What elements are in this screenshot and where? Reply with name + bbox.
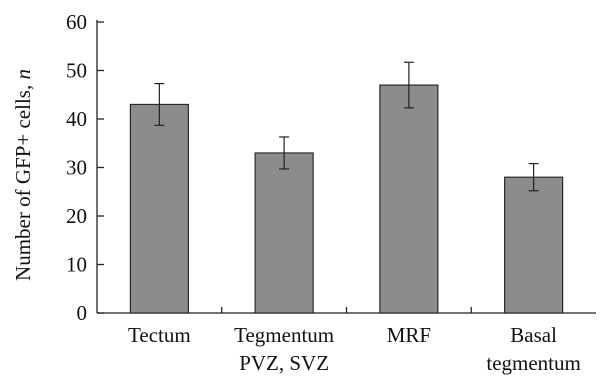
x-tick-label-line: Tectum — [128, 323, 191, 347]
bar — [504, 176, 564, 314]
y-tick-label: 50 — [66, 59, 87, 83]
x-tick-label: Tectum — [128, 323, 191, 347]
x-tick-label-line: PVZ, SVZ — [239, 351, 329, 375]
x-tick-label-line: tegmentum — [486, 351, 580, 375]
y-tick-label: 10 — [66, 253, 87, 277]
x-tick-label-line: MRF — [387, 323, 431, 347]
x-tick-label-line: Basal — [510, 323, 557, 347]
x-tick-label: MRF — [387, 323, 431, 347]
y-tick-label: 30 — [66, 156, 87, 180]
x-tick-label: Basal tegmentum — [486, 323, 580, 375]
y-tick-label: 0 — [77, 301, 88, 325]
bar — [379, 84, 439, 314]
y-axis-label-variable: n — [11, 69, 35, 80]
y-tick-label: 60 — [66, 10, 87, 34]
y-tick-label: 20 — [66, 204, 87, 228]
bar — [254, 152, 314, 314]
y-axis-label: Number of GFP+ cells, n — [11, 69, 35, 281]
y-tick-label: 40 — [66, 107, 87, 131]
y-axis-label-text: Number of GFP+ cells, — [11, 80, 35, 281]
x-tick-label-line: Tegmentum — [234, 323, 334, 347]
plot-area: 0 10 20 30 40 50 60 Tectum Tegmentum PVZ, SVZ MRF B… — [66, 10, 596, 375]
bar — [129, 103, 189, 314]
x-tick-label: Tegmentum PVZ, SVZ — [234, 323, 334, 375]
